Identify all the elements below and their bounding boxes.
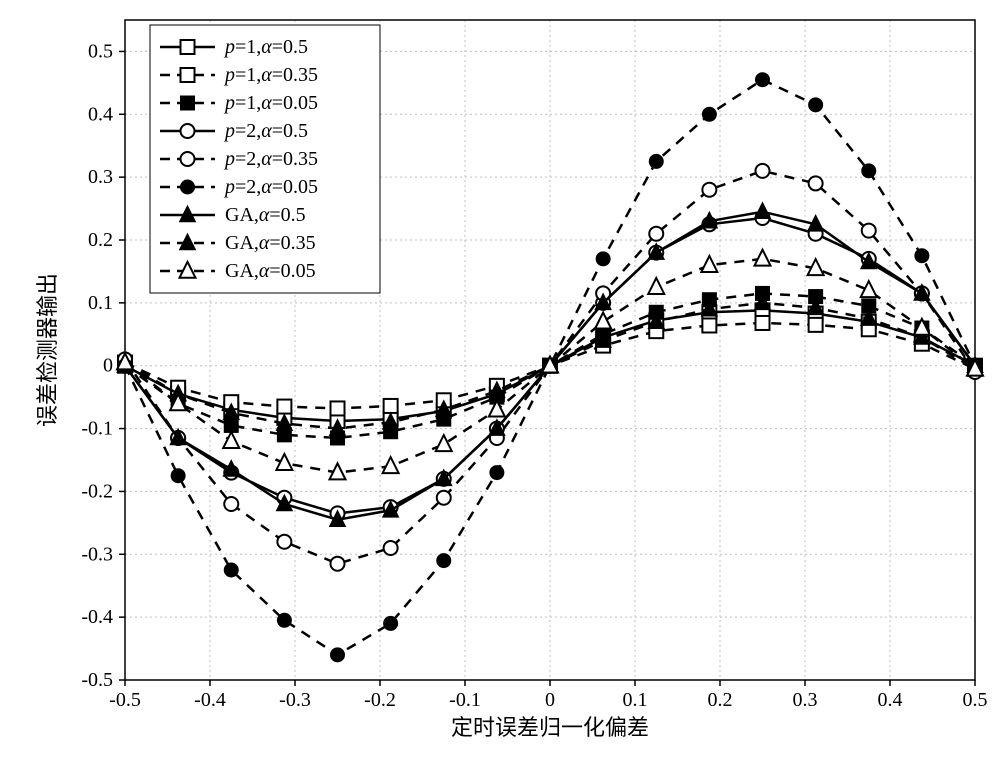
x-tick-label: -0.2 bbox=[364, 689, 396, 711]
legend-label: p=1,α=0.05 bbox=[223, 92, 318, 114]
x-tick-label: -0.5 bbox=[109, 689, 141, 711]
legend-label: p=1,α=0.35 bbox=[223, 64, 318, 86]
legend-label: p=2,α=0.05 bbox=[223, 176, 318, 198]
x-tick-label: 0.3 bbox=[793, 689, 818, 711]
legend-label: p=2,α=0.35 bbox=[223, 148, 318, 170]
y-tick-label: -0.5 bbox=[81, 669, 113, 691]
chart-container: -0.5 -0.4 -0.3 -0.2 -0.1 0 0.1 0.2 0.3 0.4 0.5 -0.5… bbox=[0, 0, 1000, 758]
y-tick-label: 0.5 bbox=[88, 40, 113, 62]
chart-svg: -0.5 -0.4 -0.3 -0.2 -0.1 0 0.1 0.2 0.3 0.4 0.5 -0.5… bbox=[0, 0, 1000, 758]
x-tick-label: 0.5 bbox=[963, 689, 988, 711]
y-tick-label: 0.3 bbox=[88, 166, 113, 188]
legend: p=1,α=0.5 p=1,α=0.35 p=1,α=0.05 p=2,α=0.5 p=… bbox=[150, 25, 380, 293]
y-tick-label: -0.2 bbox=[81, 480, 113, 502]
y-axis-label: 误差检测器输出 bbox=[35, 273, 60, 427]
x-axis-label: 定时误差归一化偏差 bbox=[451, 715, 649, 740]
legend-label: GA,α=0.5 bbox=[225, 204, 306, 226]
legend-label: GA,α=0.05 bbox=[225, 260, 316, 282]
legend-label: p=1,α=0.5 bbox=[223, 36, 308, 58]
x-tick-label: 0.1 bbox=[623, 689, 648, 711]
y-tick-label: 0.1 bbox=[88, 292, 113, 314]
x-tick-label: 0.2 bbox=[708, 689, 733, 711]
x-tick-label: 0.4 bbox=[878, 689, 903, 711]
y-tick-label: 0.2 bbox=[88, 229, 113, 251]
x-tick-label: 0 bbox=[545, 689, 555, 711]
x-tick-label: -0.1 bbox=[449, 689, 481, 711]
legend-label: p=2,α=0.5 bbox=[223, 120, 308, 142]
y-tick-label: 0.4 bbox=[88, 103, 113, 125]
y-tick-label: -0.1 bbox=[81, 418, 113, 440]
x-tick-label: -0.3 bbox=[279, 689, 311, 711]
x-tick-label: -0.4 bbox=[194, 689, 226, 711]
y-tick-label: -0.4 bbox=[81, 606, 113, 628]
y-tick-label: 0 bbox=[103, 355, 113, 377]
y-tick-label: -0.3 bbox=[81, 543, 113, 565]
legend-label: GA,α=0.35 bbox=[225, 232, 316, 254]
